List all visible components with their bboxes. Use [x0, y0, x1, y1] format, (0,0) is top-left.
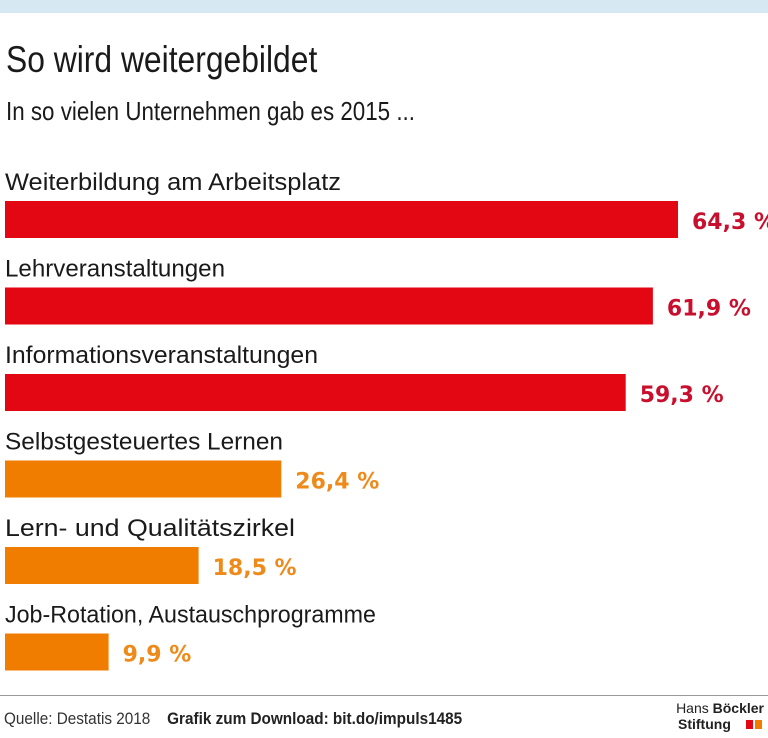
- logo-line-1: Hans Böckler: [676, 700, 764, 716]
- download-link[interactable]: Grafik zum Download: bit.do/impuls1485: [167, 709, 463, 728]
- source-note: Quelle: Destatis 2018: [4, 709, 151, 728]
- footer-divider: [0, 695, 768, 696]
- category-label: Job-Rotation, Austauschprogramme: [5, 602, 376, 629]
- bar: [5, 374, 626, 411]
- bar: [5, 201, 678, 238]
- value-label: 64,3 %: [692, 210, 768, 235]
- category-label: Informationsveranstaltungen: [5, 342, 318, 369]
- category-label: Lehrveranstaltungen: [5, 256, 225, 283]
- chart-title: So wird weitergebildet: [6, 39, 318, 80]
- logo-boeckler: Böckler: [712, 700, 764, 716]
- category-label: Selbstgesteuertes Lernen: [5, 429, 283, 456]
- value-label: 26,4 %: [295, 470, 379, 495]
- value-label: 61,9 %: [667, 297, 751, 322]
- category-label: Weiterbildung am Arbeitsplatz: [5, 169, 341, 196]
- logo-line-2: Stiftung: [678, 716, 731, 732]
- bar-chart: Weiterbildung am Arbeitsplatz 64,3 % Lehrv…: [5, 169, 768, 671]
- hans-boeckler-logo: Hans Böckler Stiftung: [676, 700, 766, 734]
- value-label: 18,5 %: [213, 556, 297, 581]
- logo-red-square: [746, 720, 753, 729]
- category-label: Lern- und Qualitätszirkel: [5, 515, 295, 542]
- top-accent-band: [0, 0, 768, 13]
- footer-text: Quelle: Destatis 2018 Grafik zum Downloa…: [4, 708, 462, 730]
- bar: [5, 633, 109, 671]
- value-label: 9,9 %: [123, 643, 192, 668]
- logo-hans: Hans: [676, 700, 709, 716]
- chart-subtitle: In so vielen Unternehmen gab es 2015 ...: [6, 96, 415, 126]
- bar: [5, 547, 199, 584]
- bar: [5, 287, 653, 325]
- bar: [5, 460, 282, 498]
- logo-orange-square: [755, 720, 762, 729]
- value-label: 59,3 %: [640, 383, 724, 408]
